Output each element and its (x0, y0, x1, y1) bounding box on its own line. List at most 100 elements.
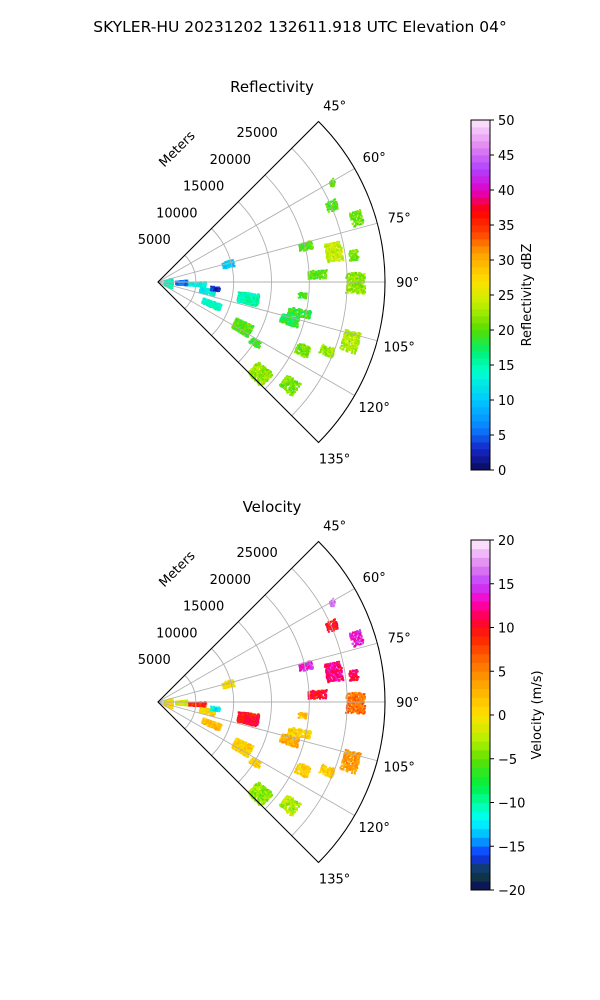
echo-pixel (242, 320, 245, 323)
echo-pixel (326, 243, 329, 246)
echo-pixel (292, 382, 295, 385)
echo-pixel (339, 245, 342, 248)
azimuth-spoke (157, 222, 378, 283)
echo-pixel (354, 210, 357, 213)
echo-pixel (352, 286, 355, 289)
echo-pixel (218, 308, 221, 310)
echo-pixel (253, 376, 256, 379)
echo-pixel (264, 371, 267, 374)
echo-pixel (245, 332, 248, 335)
echo-pixel (330, 182, 333, 185)
echo-pixel (348, 285, 351, 287)
echo-pixel (334, 205, 337, 208)
echo-pixel (262, 375, 265, 377)
echo-cell (339, 328, 362, 355)
echo-pixel (348, 340, 351, 343)
reflectivity-range-label: Meters (157, 128, 199, 170)
colorbar-segment (471, 435, 490, 443)
echo-pixel (279, 383, 282, 386)
echo-pixel (326, 258, 329, 261)
echo-pixel (257, 379, 260, 382)
echo-pixel (294, 387, 297, 390)
echo-pixel (306, 241, 309, 244)
echo-pixel (344, 332, 347, 335)
echo-pixel (340, 347, 343, 350)
echo-pixel (350, 288, 353, 291)
echo-cell (323, 240, 345, 264)
echo-pixel (362, 288, 365, 291)
echo-pixel (202, 284, 205, 287)
echo-pixel (329, 204, 332, 207)
echo-pixel (324, 269, 327, 272)
echo-pixel (342, 335, 345, 338)
echo-pixel (290, 383, 293, 385)
echo-pixel (252, 344, 255, 347)
echo-pixel (357, 274, 360, 277)
echo-pixel (213, 301, 216, 304)
colorbar-segment (471, 414, 490, 422)
echo-pixel (216, 289, 219, 292)
echo-pixel (253, 296, 256, 299)
echo-pixel (210, 288, 213, 291)
echo-pixel (322, 269, 325, 272)
echo-pixel (307, 313, 310, 316)
echo-pixel (303, 346, 306, 349)
echo-cell (209, 285, 221, 293)
echo-pixel (302, 315, 305, 318)
echo-pixel (252, 297, 255, 300)
echo-pixel (324, 346, 327, 349)
echo-pixel (227, 262, 230, 265)
echo-pixel (292, 384, 295, 387)
echo-pixel (237, 300, 240, 303)
echo-pixel (282, 318, 285, 321)
echo-cell (325, 618, 339, 633)
echo-pixel (255, 301, 258, 304)
echo-pixel (317, 272, 320, 275)
echo-pixel (251, 299, 254, 302)
echo-pixel (319, 271, 322, 274)
echo-pixel (239, 324, 242, 327)
echo-pixel (355, 221, 358, 224)
echo-pixel (240, 301, 243, 304)
echo-pixel (327, 257, 330, 260)
echo-pixel (244, 297, 247, 300)
echo-pixel (307, 315, 310, 318)
echo-pixel (257, 300, 260, 303)
echo-pixel (259, 342, 262, 345)
echo-pixel (335, 202, 338, 205)
echo-pixel (223, 265, 226, 268)
echo-pixel (359, 217, 362, 220)
echo-pixel (246, 297, 248, 300)
echo-pixel (326, 351, 329, 354)
echo-pixel (352, 211, 354, 214)
echo-pixel (296, 323, 299, 326)
echo-pixel (354, 340, 357, 343)
echo-pixel (254, 345, 257, 348)
echo-pixel (240, 319, 242, 322)
echo-pixel (205, 300, 208, 303)
echo-pixel (203, 287, 206, 290)
echo-pixel (306, 315, 309, 318)
echo-pixel (334, 247, 337, 250)
echo-pixel (298, 308, 301, 311)
echo-pixel (357, 341, 359, 344)
echo-pixel (291, 391, 294, 394)
echo-pixel (333, 248, 336, 251)
echo-pixel (244, 332, 247, 335)
echo-pixel (347, 342, 350, 345)
echo-pixel (332, 597, 335, 600)
echo-pixel (308, 241, 311, 243)
azimuth-tick-label: 105° (384, 341, 415, 356)
echo-pixel (336, 253, 339, 256)
echo-pixel (336, 242, 339, 245)
echo-pixel (329, 602, 332, 605)
colorbar-segment (471, 365, 490, 373)
echo-pixel (269, 372, 272, 375)
echo-pixel (323, 245, 326, 248)
echo-pixel (294, 391, 297, 393)
echo-pixel (242, 300, 245, 303)
echo-pixel (334, 254, 337, 257)
colorbar-segment (471, 127, 490, 135)
echo-pixel (353, 278, 356, 281)
echo-pixel (218, 306, 221, 309)
